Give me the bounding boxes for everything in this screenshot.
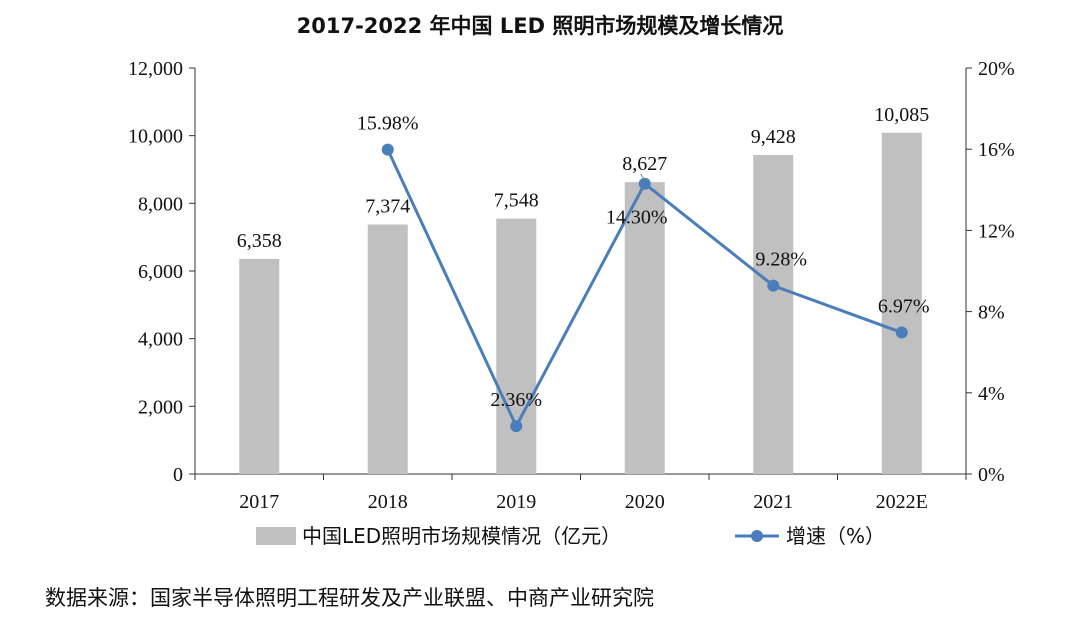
bar-value-label: 10,085	[874, 104, 929, 126]
left-tick-label: 2,000	[138, 396, 183, 418]
left-tick-label: 6,000	[138, 261, 183, 283]
bar	[367, 224, 408, 474]
bar-value-label: 7,548	[494, 190, 539, 212]
growth-value-label: 14.30%	[606, 207, 668, 229]
right-tick-label: 8%	[978, 302, 1005, 324]
bar-value-label: 9,428	[751, 126, 796, 148]
chart-title: 2017-2022 年中国 LED 照明市场规模及增长情况	[296, 14, 784, 38]
growth-point	[381, 143, 394, 156]
bar	[239, 258, 280, 474]
right-tick-label: 0%	[978, 464, 1005, 486]
growth-point	[895, 326, 908, 339]
left-tick-label: 10,000	[128, 126, 183, 148]
left-tick-label: 8,000	[138, 193, 183, 215]
x-tick-label: 2019	[496, 491, 536, 513]
bar	[881, 132, 922, 474]
right-tick-label: 12%	[978, 220, 1015, 242]
bar	[496, 218, 537, 474]
label-leader-line	[640, 173, 646, 181]
growth-value-label: 6.97%	[878, 296, 930, 318]
legend-line-marker	[751, 530, 763, 542]
bar	[624, 182, 665, 475]
legend-bar-swatch	[256, 527, 296, 545]
growth-value-label: 15.98%	[357, 113, 419, 135]
right-tick-label: 20%	[978, 58, 1015, 80]
bar-value-label: 8,627	[622, 153, 667, 175]
x-tick-label: 2022E	[876, 491, 928, 513]
growth-point	[510, 420, 523, 433]
legend-line-label: 增速（%）	[786, 524, 885, 548]
growth-value-label: 2.36%	[490, 389, 542, 411]
growth-value-label: 9.28%	[755, 249, 807, 271]
x-tick-label: 2020	[625, 491, 665, 513]
legend-bar-label: 中国LED照明市场规模情况（亿元）	[302, 524, 621, 548]
x-tick-label: 2018	[368, 491, 408, 513]
left-tick-label: 4,000	[138, 329, 183, 351]
right-tick-label: 4%	[978, 383, 1005, 405]
x-tick-label: 2021	[753, 491, 793, 513]
bar-value-label: 6,358	[237, 230, 282, 252]
left-tick-label: 0	[173, 464, 183, 486]
right-tick-label: 16%	[978, 139, 1015, 161]
growth-point	[638, 177, 651, 190]
data-source-note: 数据来源：国家半导体照明工程研发及产业联盟、中商产业研究院	[45, 586, 654, 610]
growth-point	[767, 279, 780, 292]
x-tick-label: 2017	[239, 491, 279, 513]
left-tick-label: 12,000	[128, 58, 183, 80]
bar	[753, 155, 794, 474]
bar-value-label: 7,374	[365, 196, 410, 218]
